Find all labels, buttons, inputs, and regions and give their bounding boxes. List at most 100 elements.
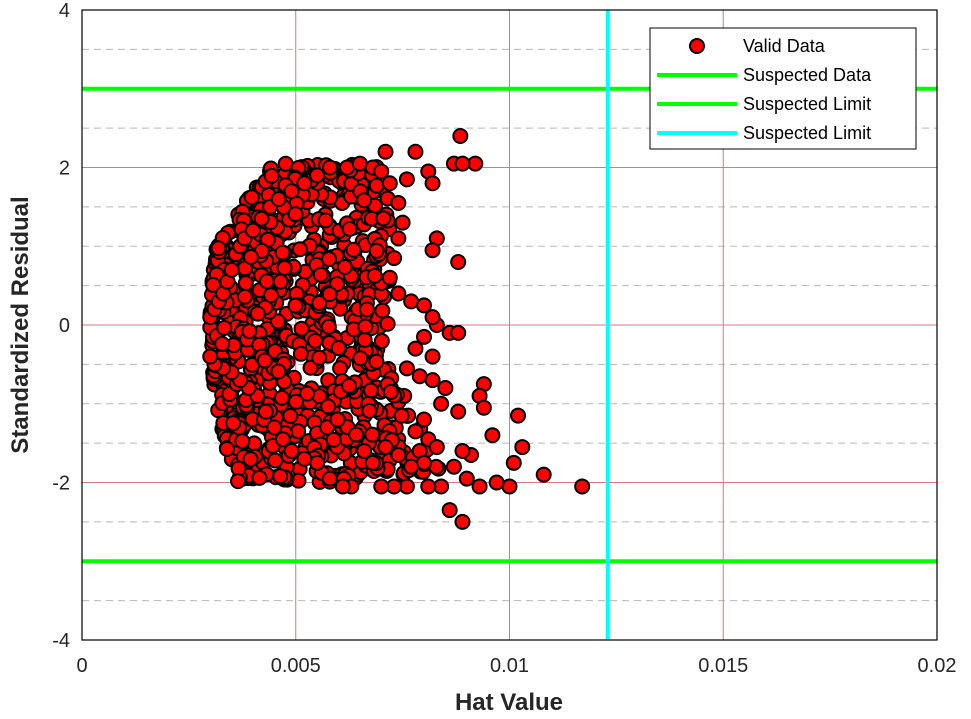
data-point bbox=[390, 285, 407, 302]
data-point bbox=[210, 240, 227, 257]
data-point bbox=[274, 431, 291, 448]
data-point bbox=[341, 377, 358, 394]
data-point bbox=[505, 454, 522, 471]
data-point bbox=[535, 466, 552, 483]
data-point bbox=[364, 454, 381, 471]
x-tick-label: 0 bbox=[76, 655, 87, 677]
data-point bbox=[373, 333, 390, 350]
legend-label: Suspected Data bbox=[743, 65, 872, 85]
data-point bbox=[270, 191, 287, 207]
data-point bbox=[336, 258, 353, 275]
data-point bbox=[202, 348, 219, 365]
x-tick-label: 0.005 bbox=[271, 655, 321, 677]
data-point bbox=[390, 194, 407, 211]
data-point bbox=[368, 177, 385, 194]
data-point bbox=[216, 319, 233, 336]
data-point bbox=[291, 241, 308, 258]
legend: Valid Data Suspected Data Suspected Limit S… bbox=[649, 27, 917, 150]
data-point bbox=[393, 407, 410, 424]
data-point bbox=[420, 478, 437, 495]
data-point bbox=[403, 458, 420, 475]
data-point bbox=[375, 210, 392, 227]
data-point bbox=[377, 439, 394, 456]
legend-marker bbox=[689, 38, 705, 54]
data-point bbox=[309, 167, 326, 184]
data-point bbox=[234, 433, 251, 450]
data-point bbox=[510, 407, 527, 424]
data-point bbox=[361, 402, 378, 419]
plot-frame bbox=[81, 9, 938, 641]
data-point bbox=[348, 426, 365, 443]
data-point bbox=[270, 363, 287, 380]
data-point bbox=[379, 315, 396, 332]
data-point bbox=[225, 415, 242, 432]
data-point bbox=[364, 426, 381, 443]
data-point bbox=[475, 399, 492, 416]
data-point bbox=[266, 419, 283, 436]
data-point bbox=[330, 339, 347, 356]
data-point bbox=[267, 452, 284, 469]
data-point bbox=[287, 393, 304, 410]
data-point bbox=[454, 513, 471, 530]
data-point bbox=[382, 383, 399, 400]
data-point bbox=[242, 451, 259, 468]
data-point bbox=[450, 254, 467, 270]
data-point bbox=[283, 183, 300, 200]
data-point bbox=[424, 309, 441, 326]
data-point bbox=[334, 478, 351, 495]
data-point bbox=[283, 443, 300, 459]
y-tick-label: 2 bbox=[59, 158, 70, 180]
data-point bbox=[272, 273, 289, 290]
data-point bbox=[356, 443, 373, 459]
y-tick-label: -4 bbox=[52, 630, 70, 652]
data-point bbox=[488, 474, 505, 491]
data-point bbox=[276, 259, 293, 276]
y-tick-label: 4 bbox=[59, 0, 70, 22]
data-point bbox=[452, 128, 469, 144]
x-axis-title: Hat Value bbox=[455, 689, 563, 716]
data-point bbox=[312, 266, 329, 283]
data-point bbox=[356, 331, 373, 348]
data-point bbox=[296, 175, 313, 192]
data-point bbox=[320, 398, 337, 415]
data-point bbox=[345, 241, 362, 258]
data-point bbox=[341, 220, 358, 237]
data-point bbox=[424, 348, 441, 365]
data-point bbox=[236, 288, 253, 305]
data-point bbox=[230, 473, 247, 490]
y-axis-title: Standardized Residual bbox=[7, 196, 34, 453]
data-point bbox=[514, 439, 531, 456]
data-point bbox=[329, 411, 346, 428]
x-tick-label: 0.015 bbox=[698, 655, 748, 677]
data-point bbox=[386, 250, 403, 267]
data-point bbox=[416, 411, 432, 428]
data-point bbox=[299, 385, 316, 402]
data-point bbox=[214, 335, 231, 352]
data-point bbox=[368, 353, 385, 370]
data-point bbox=[454, 155, 471, 172]
data-point bbox=[287, 297, 304, 314]
data-point bbox=[272, 468, 289, 485]
legend-label: Suspected Limit bbox=[743, 94, 871, 114]
data-point bbox=[437, 380, 454, 396]
data-point bbox=[319, 419, 336, 436]
data-point bbox=[296, 450, 313, 467]
data-point bbox=[416, 328, 432, 345]
data-point bbox=[253, 210, 270, 227]
data-point bbox=[251, 469, 268, 486]
data-point bbox=[223, 261, 240, 278]
data-point bbox=[424, 372, 441, 389]
data-point bbox=[373, 163, 390, 180]
data-point bbox=[321, 250, 338, 267]
data-point bbox=[332, 360, 349, 377]
data-point bbox=[258, 273, 275, 290]
data-point bbox=[471, 478, 488, 495]
data-point bbox=[424, 175, 441, 192]
legend-label: Suspected Limit bbox=[743, 123, 871, 143]
data-point bbox=[282, 408, 299, 425]
data-point bbox=[377, 143, 394, 160]
data-point bbox=[321, 470, 338, 487]
data-point bbox=[357, 318, 374, 335]
data-point bbox=[450, 324, 467, 341]
